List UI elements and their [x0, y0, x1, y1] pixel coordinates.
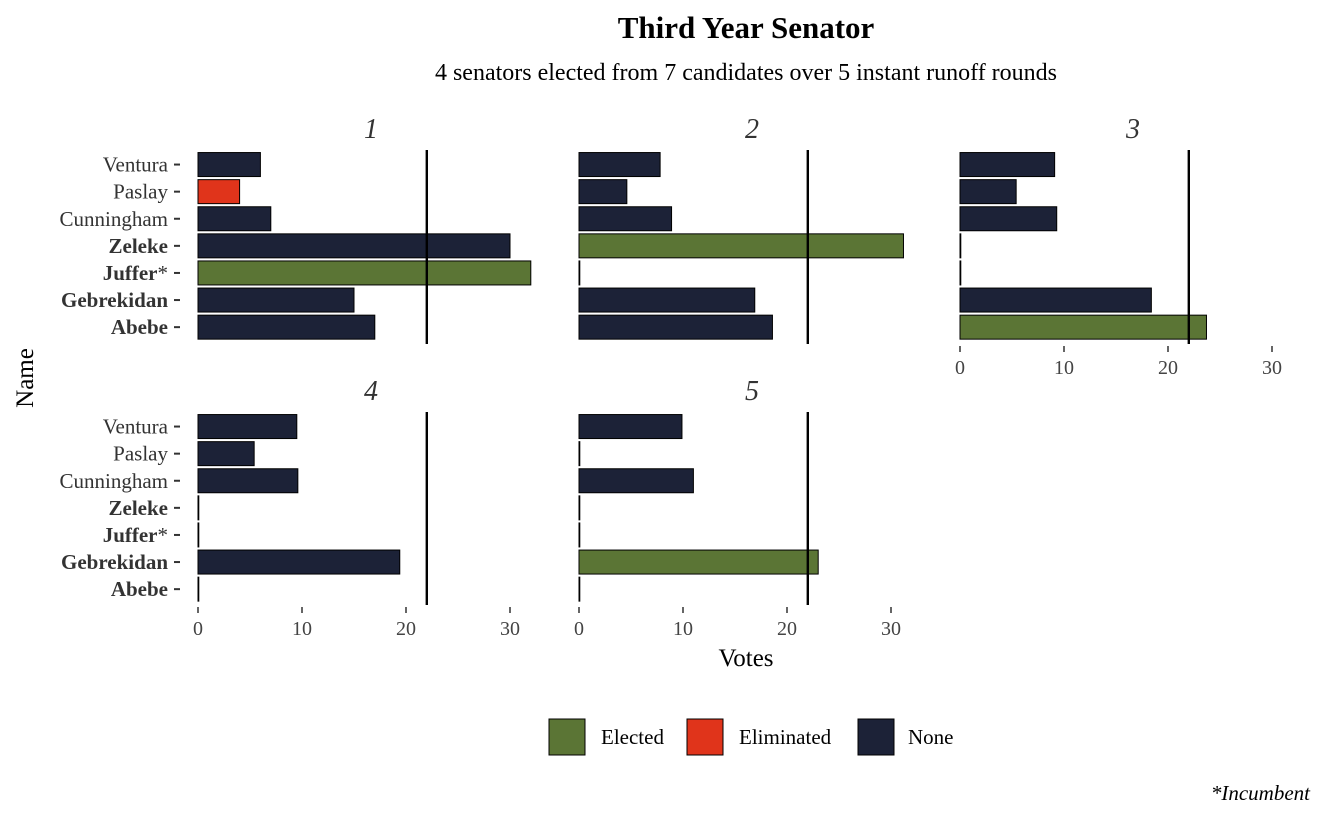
bar-ventura [578, 414, 683, 440]
facet-label: 4 [364, 376, 378, 407]
legend-label: None [908, 725, 954, 749]
x-tick-label: 20 [396, 618, 416, 640]
facet-panels: 1 Ventura Paslay Cunningham Zeleke Juffer* Geb… [60, 114, 1283, 640]
bar-juffer [578, 260, 581, 286]
y-tick-label: Cunningham [60, 207, 169, 231]
bar-zeleke [578, 233, 904, 259]
x-tick-label: 20 [777, 618, 797, 640]
y-tick-label: Gebrekidan [61, 550, 168, 574]
facet-label: 2 [745, 114, 759, 145]
bar-cunningham [197, 468, 299, 494]
bar-gebrekidan [578, 549, 819, 575]
bar-zeleke [197, 495, 200, 521]
legend-label: Elected [601, 725, 664, 749]
bar-abebe [959, 314, 1207, 340]
x-tick-label: 10 [292, 618, 312, 640]
x-tick-label: 10 [673, 618, 693, 640]
bar-paslay [959, 179, 1017, 205]
bar-juffer [959, 260, 962, 286]
x-tick-label: 20 [1158, 357, 1178, 379]
bar-cunningham [578, 468, 694, 494]
bar-ventura [197, 414, 298, 440]
bar-gebrekidan [197, 287, 355, 313]
x-tick-label: 0 [193, 618, 203, 640]
bar-zeleke [959, 233, 962, 259]
facet-round-2: 2 [578, 114, 904, 344]
y-tick-label: Gebrekidan [61, 288, 168, 312]
bar-paslay [578, 441, 581, 467]
x-tick-label: 0 [574, 618, 584, 640]
bar-ventura [578, 152, 661, 178]
bar-paslay [197, 441, 255, 467]
bar-abebe [578, 314, 773, 340]
y-tick-label: Abebe [111, 577, 168, 601]
facet-round-4: 4 Ventura Paslay Cunningham Zeleke Juffer* Geb… [60, 376, 521, 640]
x-tick-label: 30 [881, 618, 901, 640]
legend: Elected Eliminated None [548, 718, 954, 756]
y-tick-label: Zeleke [109, 234, 168, 258]
legend-item-none: None [857, 718, 954, 756]
bar-cunningham [578, 206, 673, 232]
bar-abebe [578, 576, 581, 602]
y-tick-label: Paslay [113, 180, 168, 204]
bar-abebe [197, 314, 376, 340]
x-tick-label: 0 [955, 357, 965, 379]
y-tick-label: Paslay [113, 442, 168, 466]
bar-abebe [197, 576, 200, 602]
x-tick-label: 30 [500, 618, 520, 640]
bar-gebrekidan [578, 287, 756, 313]
y-tick-label: Juffer* [103, 523, 168, 547]
y-tick-label: Ventura [103, 153, 169, 177]
bar-paslay [578, 179, 628, 205]
y-tick-label: Ventura [103, 415, 169, 439]
facet-round-5: 5 0 10 20 30 [574, 376, 901, 640]
y-tick-label: Zeleke [109, 496, 168, 520]
bar-gebrekidan [197, 549, 401, 575]
legend-swatch [548, 718, 586, 756]
bar-ventura [959, 152, 1056, 178]
y-tick-label: Juffer* [103, 261, 168, 285]
x-tick-label: 30 [1262, 357, 1282, 379]
facet-round-3: 30 10 20 30 [955, 114, 1282, 379]
bar-zeleke [197, 233, 511, 259]
caption: *Incumbent [1211, 781, 1311, 805]
legend-label: Eliminated [739, 725, 832, 749]
bar-paslay [197, 179, 241, 205]
chart-subtitle: 4 senators elected from 7 candidates ove… [435, 60, 1057, 86]
x-axis-title: Votes [718, 645, 773, 672]
chart-title: Third Year Senator [618, 10, 875, 45]
legend-swatch [686, 718, 724, 756]
bar-juffer [197, 260, 532, 286]
facet-label: 5 [745, 376, 759, 407]
bar-gebrekidan [959, 287, 1152, 313]
y-tick-label: Cunningham [60, 469, 169, 493]
facet-label: 3 [1125, 114, 1140, 145]
bar-juffer [197, 522, 200, 548]
facet-label: 1 [364, 114, 378, 145]
legend-item-eliminated: Eliminated [686, 718, 832, 756]
bar-zeleke [578, 495, 581, 521]
y-axis-title: Name [12, 348, 39, 408]
y-tick-label: Abebe [111, 315, 168, 339]
bar-cunningham [959, 206, 1058, 232]
bar-cunningham [197, 206, 272, 232]
legend-swatch [857, 718, 895, 756]
facet-round-1: 1 Ventura Paslay Cunningham Zeleke Juffer* Geb… [60, 114, 532, 344]
bar-juffer [578, 522, 581, 548]
x-tick-label: 10 [1054, 357, 1074, 379]
bar-ventura [197, 152, 261, 178]
legend-item-elected: Elected [548, 718, 664, 756]
